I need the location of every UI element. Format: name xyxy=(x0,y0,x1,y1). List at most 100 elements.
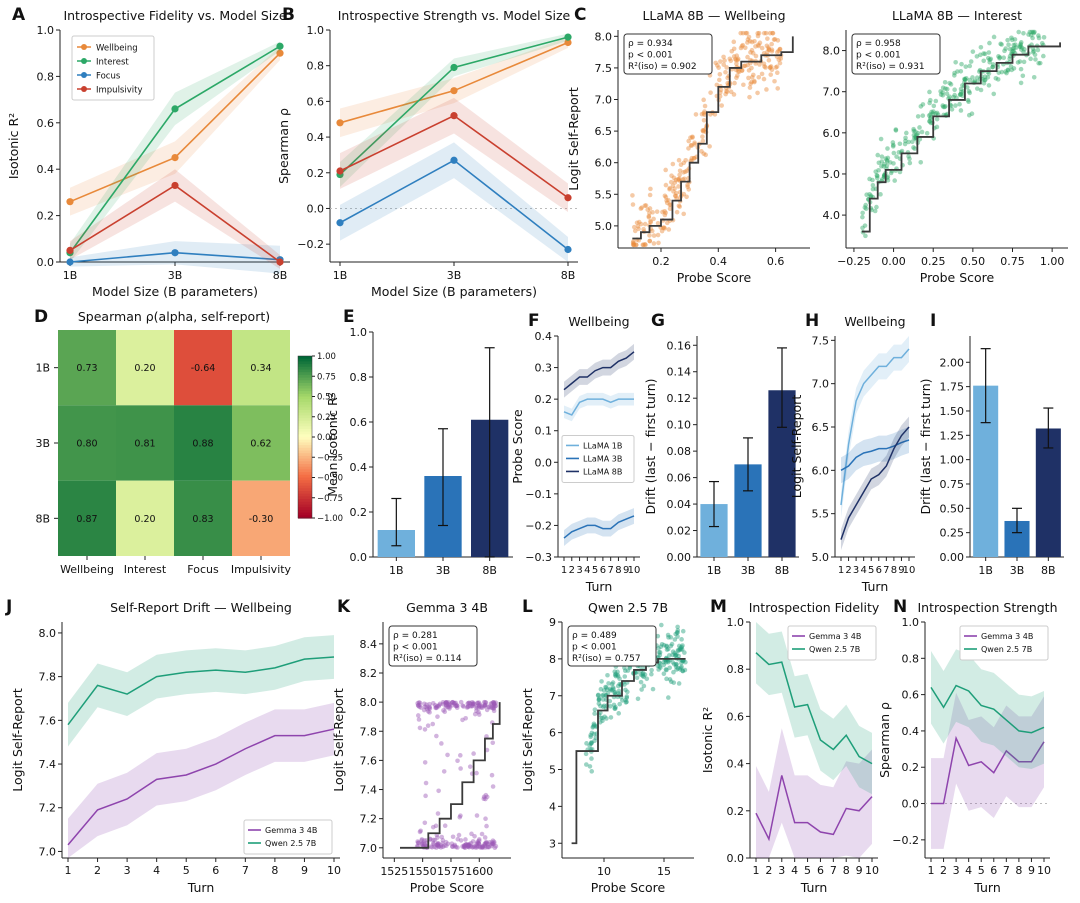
scatter-point xyxy=(940,103,946,108)
scatter-point xyxy=(661,659,666,665)
heatmap-cell xyxy=(58,480,116,556)
y-tick-label: 7 xyxy=(549,690,556,703)
scatter-point xyxy=(482,702,488,708)
scatter-point xyxy=(876,167,881,173)
scatter-point xyxy=(430,824,436,830)
scatter-point xyxy=(1017,59,1023,64)
scatter-point xyxy=(669,173,674,179)
y-tick-label: 0.2 xyxy=(307,167,325,180)
x-tick-label: 8 xyxy=(615,565,621,576)
scatter-point xyxy=(417,704,422,710)
data-point xyxy=(450,63,458,72)
x-tick-label: 2 xyxy=(765,864,772,877)
colorbar-step xyxy=(298,383,312,387)
scatter-point xyxy=(452,700,457,706)
x-tick-label: 10 xyxy=(628,565,641,576)
colorbar-step xyxy=(298,445,312,449)
x-tick-label: 2 xyxy=(845,565,851,576)
scatter-point xyxy=(776,48,781,54)
scatter-point xyxy=(662,226,667,231)
scatter-point xyxy=(474,845,480,850)
scatter-point xyxy=(450,700,455,705)
scatter-point xyxy=(890,140,896,145)
scatter-point xyxy=(481,796,487,802)
scatter-point xyxy=(641,674,646,680)
legend-label: Gemma 3 4B xyxy=(809,632,861,641)
scatter-point xyxy=(1028,56,1033,62)
panel-letter: C xyxy=(574,5,586,25)
scatter-point xyxy=(958,108,964,113)
scatter-point xyxy=(460,703,466,708)
scatter-point xyxy=(1005,37,1010,43)
scatter-point xyxy=(589,769,595,774)
scatter-point xyxy=(876,160,882,166)
scatter-point xyxy=(422,727,428,732)
scatter-point xyxy=(465,842,471,848)
scatter-point xyxy=(891,150,897,156)
scatter-point xyxy=(667,206,673,212)
scatter-point xyxy=(713,60,719,66)
scatter-point xyxy=(432,837,438,843)
scatter-point xyxy=(429,845,435,850)
scatter-point xyxy=(769,49,775,54)
scatter-point xyxy=(915,130,921,136)
scatter-point xyxy=(417,829,423,835)
data-point xyxy=(171,181,179,190)
scatter-point xyxy=(588,734,593,740)
scatter-point xyxy=(707,144,712,149)
scatter-point xyxy=(450,844,455,850)
x-tick-label: 3 xyxy=(778,864,785,877)
scatter-point xyxy=(609,681,615,687)
scatter-point xyxy=(483,699,488,705)
legend-label: Impulsivity xyxy=(96,86,142,96)
y-tick-label: 8.0 xyxy=(823,45,841,58)
scatter-point xyxy=(703,152,708,158)
colorbar-step xyxy=(298,361,312,365)
scatter-point xyxy=(474,705,479,711)
y-tick-label: 8.0 xyxy=(595,30,613,43)
x-tick-label: 3 xyxy=(853,565,859,576)
scatter-point xyxy=(1028,32,1034,38)
scatter-point xyxy=(978,87,984,93)
scatter-point xyxy=(662,193,668,199)
scatter-point xyxy=(744,30,750,36)
chart-title: Spearman ρ(alpha, self-report) xyxy=(78,309,270,324)
scatter-point xyxy=(421,840,426,846)
col-label: Interest xyxy=(124,563,167,576)
legend-label: Gemma 3 4B xyxy=(265,826,317,835)
scatter-point xyxy=(631,242,637,248)
stats-box xyxy=(388,625,478,667)
scatter-point xyxy=(912,146,917,151)
scatter-point xyxy=(899,148,905,154)
cell-value: -0.64 xyxy=(191,363,216,374)
legend-box xyxy=(561,434,635,483)
scatter-point xyxy=(1021,59,1027,65)
colorbar-step xyxy=(298,491,312,495)
scatter-point xyxy=(740,42,746,48)
scatter-point xyxy=(455,845,460,850)
scatter-point xyxy=(957,101,962,107)
scatter-point xyxy=(421,838,427,843)
scatter-point xyxy=(669,641,675,647)
scatter-point xyxy=(755,31,760,36)
scatter-point xyxy=(1036,35,1042,41)
colorbar-step xyxy=(298,374,312,379)
scatter-point xyxy=(773,65,779,70)
scatter-point xyxy=(435,842,440,847)
scatter-point xyxy=(938,92,944,97)
panel-letter: G xyxy=(651,311,665,331)
scatter-point xyxy=(622,665,627,671)
scatter-point xyxy=(960,93,966,99)
series-band xyxy=(340,142,568,262)
scatter-point xyxy=(636,226,641,232)
scatter-point xyxy=(661,642,667,648)
scatter-point xyxy=(904,130,909,136)
scatter-point xyxy=(679,647,685,652)
scatter-point xyxy=(753,44,758,49)
scatter-point xyxy=(431,837,436,843)
legend-label: LLaMA 1B xyxy=(583,441,622,450)
scatter-point xyxy=(617,681,622,687)
y-axis-label: Spearman ρ xyxy=(276,108,291,184)
scatter-point xyxy=(917,125,922,130)
scatter-point xyxy=(1013,42,1018,47)
